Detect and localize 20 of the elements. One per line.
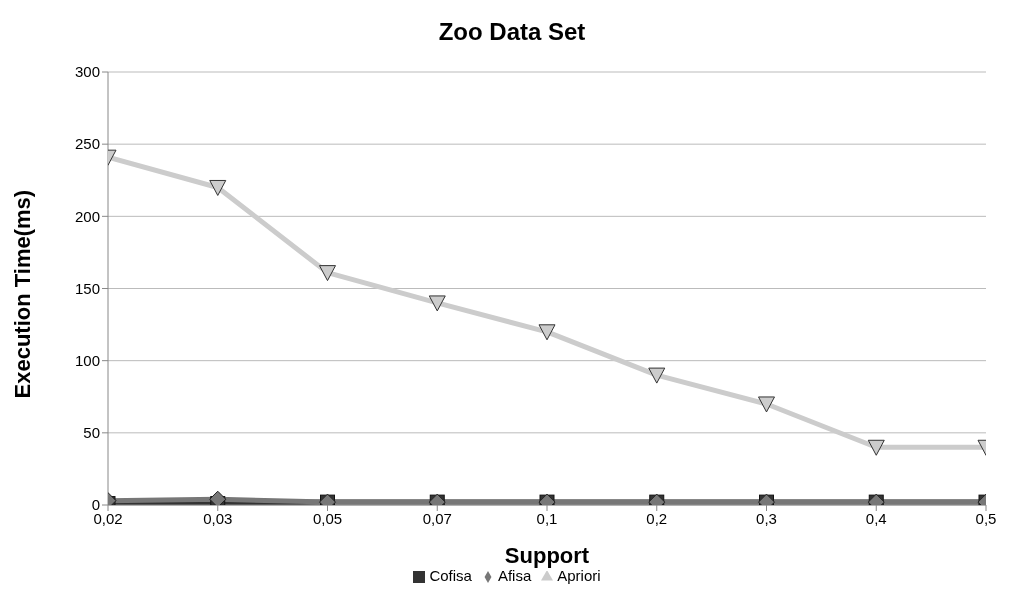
y-tick-label: 200 (74, 207, 100, 225)
x-tick-label: 0,2 (646, 509, 668, 527)
x-tick-label: 0,1 (536, 509, 558, 527)
x-axis-title: Support (504, 543, 590, 568)
y-tick-label: 250 (74, 135, 100, 153)
chart-title: Zoo Data Set (437, 18, 587, 46)
legend-label: Cofisa (429, 567, 472, 584)
x-tick-label: 0,5 (975, 509, 997, 527)
legend-label: Afisa (497, 567, 532, 584)
x-tick-label: 0,05 (312, 509, 343, 527)
legend-label: Apriori (557, 567, 601, 584)
y-axis-title: Execution Time(ms) (9, 189, 35, 399)
y-tick-label: 150 (74, 279, 100, 297)
x-tick-label: 0,4 (865, 509, 887, 527)
x-tick-label: 0,07 (422, 509, 452, 527)
x-tick-label: 0,3 (756, 509, 777, 527)
x-tick-label: 0,03 (203, 509, 233, 527)
y-tick-label: 100 (74, 351, 100, 369)
y-tick-label: 300 (74, 63, 100, 81)
y-tick-label: 50 (83, 424, 100, 442)
